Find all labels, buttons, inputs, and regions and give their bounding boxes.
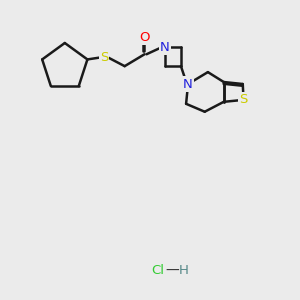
Text: —: — xyxy=(165,264,179,278)
Text: H: H xyxy=(179,264,189,278)
Text: N: N xyxy=(183,77,193,91)
Text: O: O xyxy=(139,31,150,44)
Text: Cl: Cl xyxy=(152,264,164,278)
Text: S: S xyxy=(239,93,248,106)
Text: N: N xyxy=(160,40,170,54)
Text: S: S xyxy=(100,51,108,64)
